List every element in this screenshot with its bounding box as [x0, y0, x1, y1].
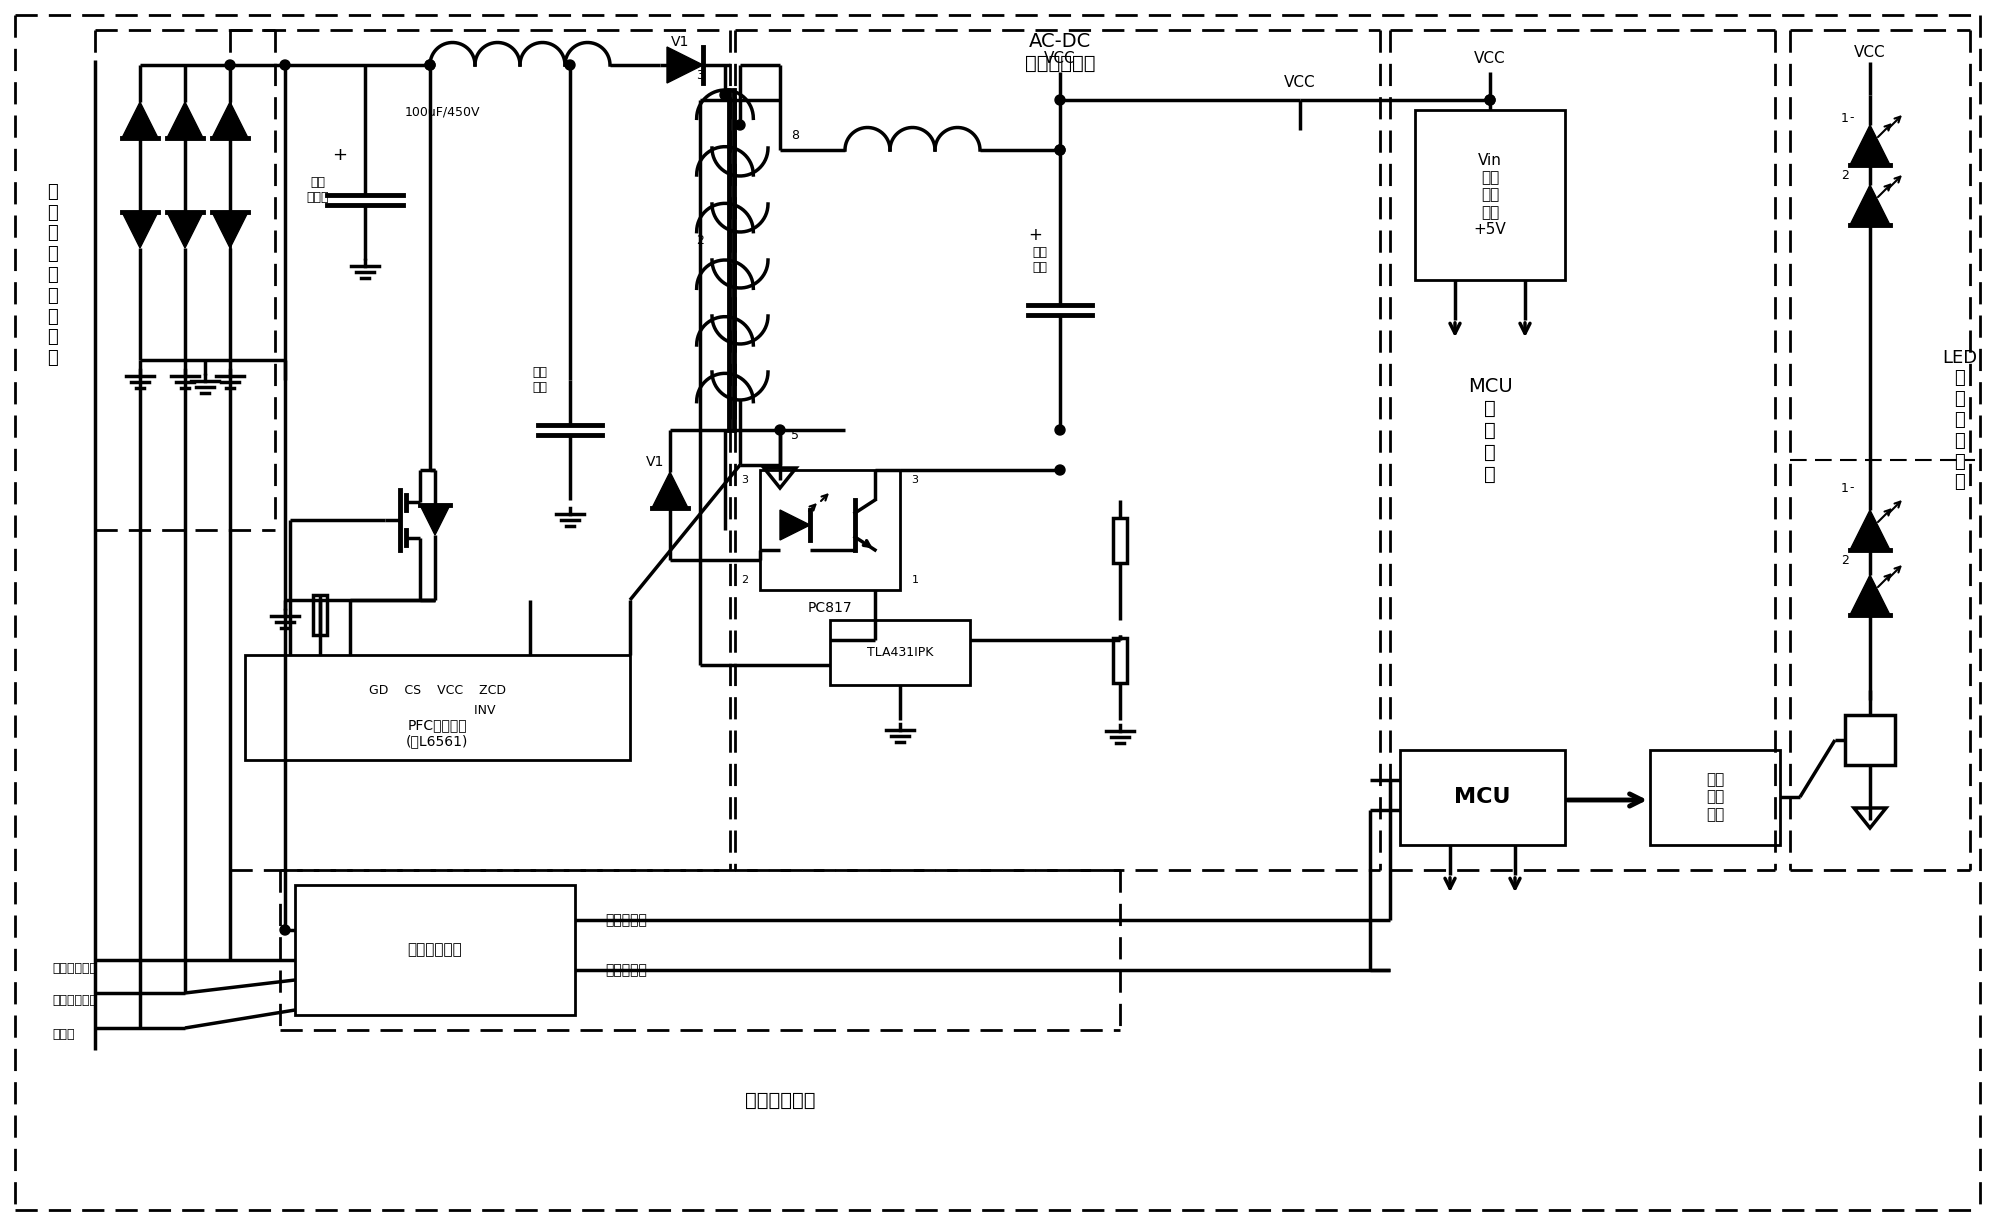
Text: 信
号
灯
取
电
整
流
电
路: 信 号 灯 取 电 整 流 电 路	[46, 182, 58, 367]
Bar	[1400, 750, 1564, 845]
Circle shape	[1484, 95, 1494, 105]
Circle shape	[279, 925, 289, 935]
Text: VCC: VCC	[1853, 44, 1885, 60]
Text: VCC: VCC	[1474, 50, 1506, 66]
Polygon shape	[211, 102, 247, 138]
Bar	[1414, 110, 1564, 280]
Text: 2: 2	[696, 234, 704, 246]
Circle shape	[425, 60, 435, 70]
Text: 储能
大电容: 储能 大电容	[307, 176, 329, 204]
Polygon shape	[122, 102, 158, 138]
Polygon shape	[1849, 185, 1889, 225]
Text: +: +	[333, 146, 347, 164]
Bar	[1845, 715, 1895, 765]
Circle shape	[1055, 144, 1065, 155]
Polygon shape	[1849, 575, 1889, 614]
Circle shape	[1055, 425, 1065, 435]
Text: 绿采样信号: 绿采样信号	[604, 963, 646, 977]
Polygon shape	[211, 212, 247, 248]
Text: VCC: VCC	[1043, 50, 1075, 66]
Text: 5: 5	[790, 428, 800, 442]
Circle shape	[279, 60, 289, 70]
Text: MCU: MCU	[1454, 787, 1510, 807]
Text: 1: 1	[1841, 111, 1849, 125]
Text: PC817: PC817	[808, 601, 852, 614]
Text: 红采样信号: 红采样信号	[604, 913, 646, 927]
Text: VCC: VCC	[1285, 75, 1317, 89]
Circle shape	[720, 91, 730, 100]
Text: 隔离采样电路: 隔离采样电路	[744, 1091, 816, 1109]
Text: Vin
线性
降压
模块
+5V: Vin 线性 降压 模块 +5V	[1474, 153, 1506, 237]
Text: 1: 1	[1841, 481, 1849, 494]
Text: 3: 3	[742, 475, 748, 485]
Text: LED
矩
阵
显
示
模
块: LED 矩 阵 显 示 模 块	[1943, 349, 1977, 491]
Circle shape	[565, 60, 575, 70]
Text: 8: 8	[790, 129, 800, 142]
Circle shape	[734, 120, 744, 130]
Circle shape	[225, 60, 235, 70]
Text: -: -	[1849, 111, 1853, 125]
Polygon shape	[780, 510, 810, 540]
Bar	[1113, 638, 1127, 683]
Text: 公共端: 公共端	[52, 1028, 74, 1042]
Text: V1: V1	[646, 455, 664, 469]
Bar	[245, 655, 630, 760]
Text: -: -	[1849, 481, 1853, 494]
Circle shape	[774, 425, 784, 435]
Text: PFC电源芯片
(如L6561): PFC电源芯片 (如L6561)	[405, 718, 469, 748]
Text: 滤波
电容: 滤波 电容	[533, 366, 547, 394]
Text: 滤波
电容: 滤波 电容	[1033, 246, 1047, 274]
Text: TLA431IPK: TLA431IPK	[866, 645, 934, 659]
Text: 2: 2	[1841, 169, 1849, 181]
Bar	[295, 885, 575, 1015]
Text: 2: 2	[742, 575, 748, 585]
Text: 3: 3	[912, 475, 918, 485]
Text: 绿信号灯电源: 绿信号灯电源	[52, 994, 98, 1006]
Polygon shape	[168, 102, 203, 138]
Polygon shape	[652, 472, 688, 508]
Text: 1: 1	[912, 575, 918, 585]
Polygon shape	[168, 212, 203, 248]
Text: INV: INV	[379, 704, 495, 716]
Bar	[1650, 750, 1780, 845]
Circle shape	[425, 60, 435, 70]
Text: 2: 2	[1841, 553, 1849, 567]
Text: MCU
控
制
电
路: MCU 控 制 电 路	[1468, 377, 1512, 483]
Text: AC-DC
开关电源电路: AC-DC 开关电源电路	[1025, 32, 1095, 72]
Polygon shape	[122, 212, 158, 248]
Text: +: +	[1027, 226, 1041, 244]
Text: 红信号灯电源: 红信号灯电源	[52, 962, 98, 974]
Polygon shape	[666, 47, 702, 83]
Text: 光耦隔离电阻: 光耦隔离电阻	[407, 942, 463, 957]
Text: 恒流
驱动
模块: 恒流 驱动 模块	[1706, 772, 1724, 821]
Circle shape	[1484, 95, 1494, 105]
Text: 100uF/450V: 100uF/450V	[405, 105, 481, 119]
Text: 3: 3	[696, 69, 704, 82]
Polygon shape	[421, 506, 451, 535]
Circle shape	[1055, 465, 1065, 475]
Bar	[830, 621, 970, 685]
Polygon shape	[1849, 510, 1889, 550]
Text: V1: V1	[670, 35, 688, 49]
Bar	[760, 470, 900, 590]
Bar	[313, 595, 327, 635]
Polygon shape	[1849, 125, 1889, 165]
Circle shape	[1055, 144, 1065, 155]
Text: GD    CS    VCC    ZCD: GD CS VCC ZCD	[369, 683, 505, 696]
Circle shape	[1055, 95, 1065, 105]
Bar	[1113, 518, 1127, 563]
